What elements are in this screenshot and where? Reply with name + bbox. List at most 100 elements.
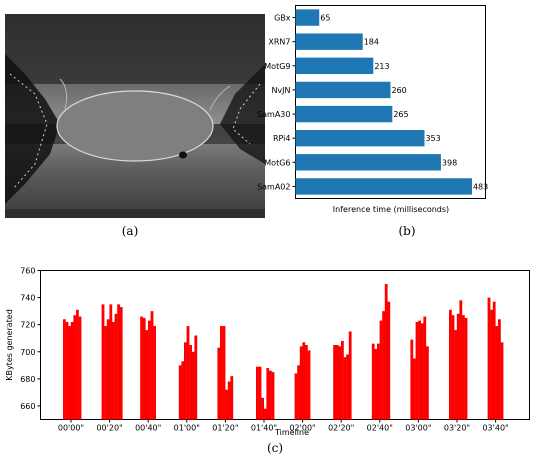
timeline-bar	[426, 346, 429, 420]
timeline-bar	[119, 307, 123, 420]
chart-c-frame	[40, 270, 530, 420]
timeline-bar	[495, 326, 499, 420]
timeline-bar	[384, 284, 388, 420]
timeline-bar	[379, 320, 383, 420]
timeline-bar	[70, 321, 74, 420]
timeline-bar	[413, 358, 416, 420]
timeline-bar	[346, 354, 349, 420]
timeline-bar	[459, 300, 463, 420]
xtick-label: 03'00"	[405, 424, 431, 433]
timeline-bar	[220, 326, 223, 420]
timeline-bar	[420, 323, 424, 420]
timeline-bar	[181, 361, 185, 420]
timeline-bar	[106, 319, 110, 420]
ytick-label: GBx	[274, 14, 291, 23]
timeline-bar	[377, 343, 380, 420]
timeline-bar	[490, 309, 493, 420]
xtick-label: 02'00"	[289, 424, 315, 433]
timeline-bar	[191, 351, 195, 420]
ytick-label: NvJN	[271, 86, 290, 95]
bar-value-label: 353	[425, 134, 440, 143]
timeline-bar	[498, 319, 501, 420]
timeline-bar	[492, 301, 496, 420]
chart-b-xlabel: Inference time (milliseconds)	[333, 205, 449, 214]
timeline-bar	[227, 381, 231, 420]
timeline-bar	[454, 330, 457, 420]
timeline-bar	[333, 345, 336, 420]
timeline-bar	[117, 304, 120, 420]
timeline-bar	[294, 373, 298, 420]
bar-value-label: 184	[364, 38, 379, 47]
timeline-bar	[150, 311, 154, 420]
timeline-bar	[269, 370, 272, 420]
bar-gbx	[295, 9, 320, 26]
timeline-bar	[500, 342, 504, 420]
xtick-label: 00'20"	[96, 424, 122, 433]
timeline-bar	[178, 365, 182, 420]
bar-value-label: 260	[392, 86, 407, 95]
xtick-label: 03'20"	[444, 424, 470, 433]
timeline-bar	[335, 345, 339, 420]
bar-value-label: 483	[473, 182, 488, 191]
ytick-label: MotG6	[264, 158, 290, 167]
bar-value-label: 265	[393, 110, 408, 119]
ytick-label: XRN7	[268, 38, 290, 47]
ytick-label: 720	[20, 321, 35, 330]
timeline-bar	[63, 319, 66, 420]
timeline-bar	[371, 343, 375, 420]
bar-xrn7	[295, 33, 363, 50]
timeline-bar	[222, 326, 226, 420]
timeline-bar	[230, 376, 234, 420]
timeline-bar	[217, 347, 221, 420]
bar-value-label: 398	[442, 158, 457, 167]
timeline-bar	[65, 321, 69, 420]
ytick-label: 680	[20, 375, 35, 384]
inference-time-chart: GBx XRN7 MotG9 NvJN SamA30 RPi4 MotG6 SamA02 65…	[257, 5, 488, 214]
timeline-bar	[145, 330, 149, 420]
timeline-bar	[343, 357, 347, 420]
timeline-bar	[109, 304, 113, 420]
timeline-bar	[184, 342, 187, 420]
caption-a: (a)	[121, 224, 139, 238]
ytick-label: 760	[20, 267, 35, 276]
chart-c-xlabel: Timeline	[274, 428, 309, 437]
xtick-label: 01'20"	[212, 424, 238, 433]
ytick-label: SamA02	[257, 182, 290, 191]
timeline-bar	[456, 313, 460, 420]
timeline-bar	[387, 301, 391, 420]
xtick-label: 02'40"	[367, 424, 393, 433]
bar-nvjn	[295, 81, 391, 99]
bar-motg9	[295, 57, 374, 75]
chart-b-frame	[295, 5, 486, 199]
timeline-bar	[374, 349, 378, 420]
xtick-label: 01'00"	[174, 424, 200, 433]
bar-value-label: 65	[320, 14, 330, 23]
bar-rpi4	[295, 129, 425, 147]
ytick-label: MotG9	[264, 62, 290, 71]
timeline-bar	[449, 309, 452, 420]
timeline-bar	[464, 317, 468, 420]
timeline-bar	[148, 320, 151, 420]
timeline-bar	[341, 340, 344, 420]
timeline-bar	[186, 326, 190, 420]
xtick-label: 03'40"	[482, 424, 508, 433]
timeline-bar	[263, 408, 267, 420]
timeline-bar	[256, 366, 259, 420]
caption-b: (b)	[398, 224, 416, 238]
xtick-label: 01'40"	[251, 424, 277, 433]
timeline-bar	[266, 368, 270, 420]
bar-sama02	[295, 178, 472, 195]
timeline-bar	[73, 315, 77, 420]
timeline-bar	[189, 345, 192, 420]
ytick-label: 660	[20, 402, 35, 411]
timeline-bar	[225, 389, 228, 420]
timeline-bar	[305, 345, 308, 420]
timeline-bar	[142, 317, 146, 420]
ytick-label: 740	[20, 294, 35, 303]
timeline-bar	[302, 342, 306, 420]
timeline-bar	[423, 316, 427, 420]
ytick-label: RPi4	[273, 134, 291, 143]
bar-motg6	[295, 154, 441, 171]
timeline-bar	[101, 304, 105, 420]
timeline-bar	[140, 316, 143, 420]
